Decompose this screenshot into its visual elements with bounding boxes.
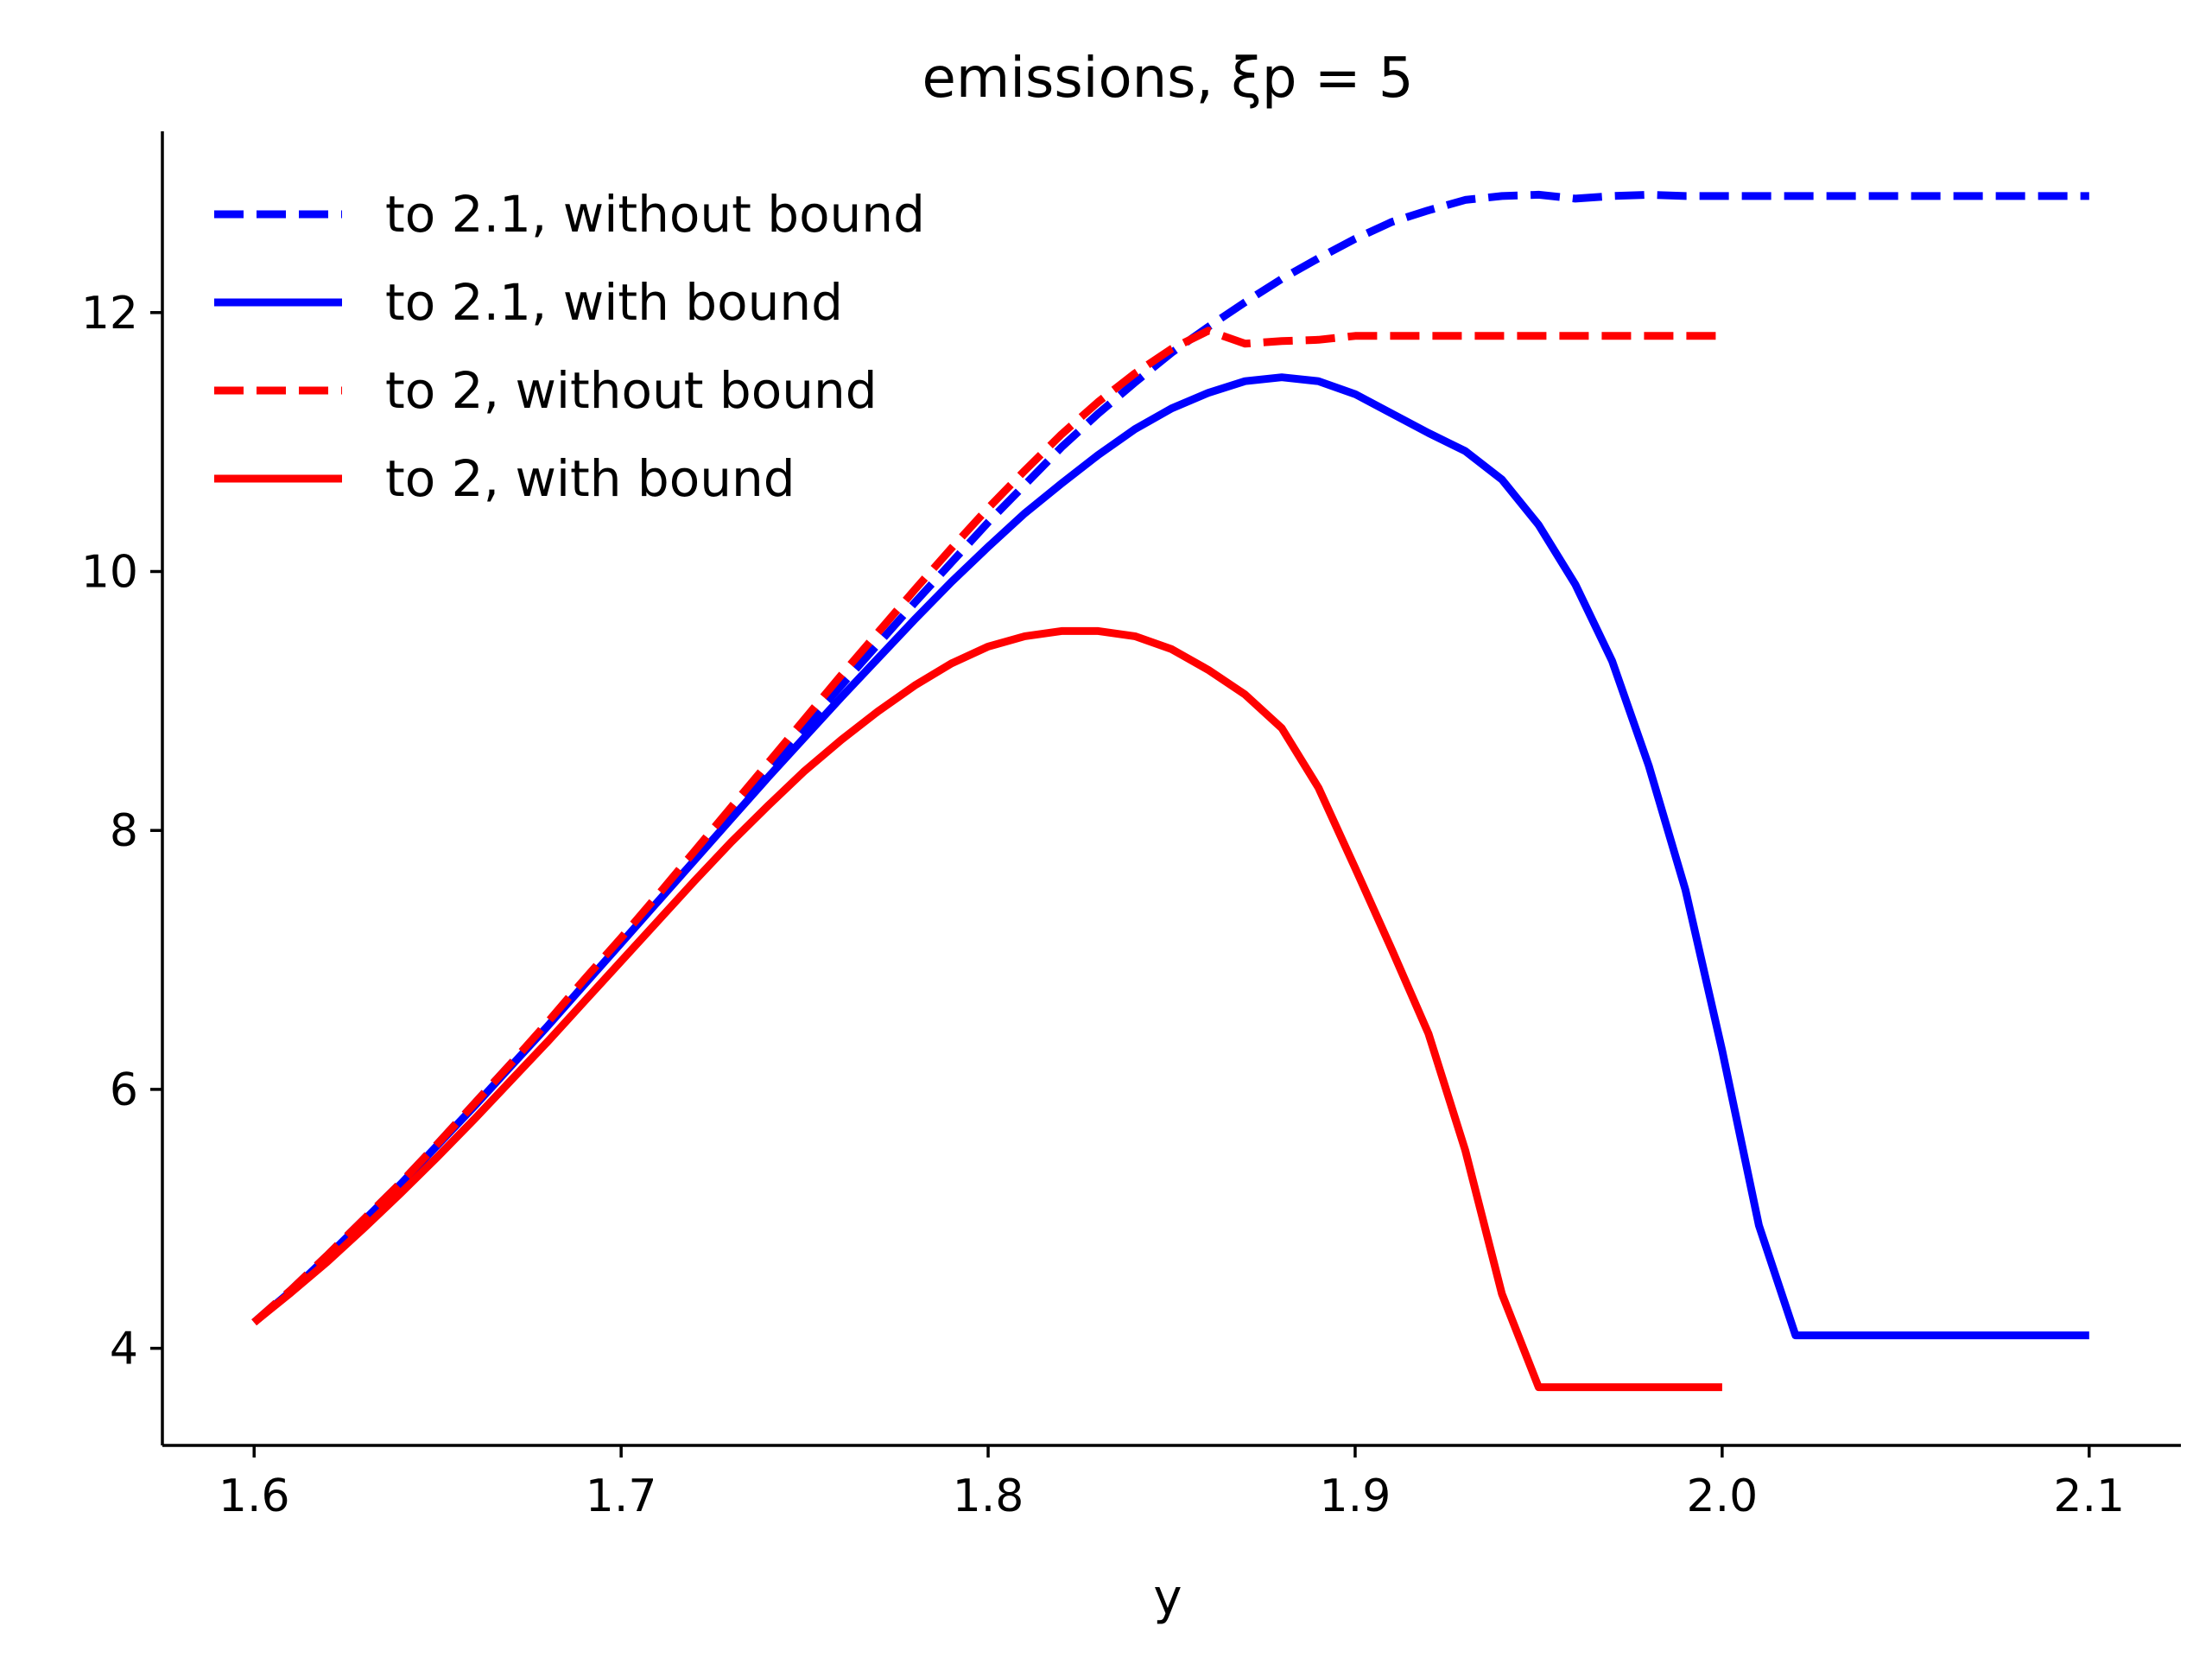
legend-label-4: to 2, with bound	[385, 449, 795, 508]
x-tick-label: 1.7	[586, 1470, 657, 1522]
y-tick-label: 4	[110, 1324, 138, 1375]
y-tick-label: 8	[110, 805, 138, 857]
x-axis-ticks: 1.6 1.7 1.8 1.9 2.0 2.1	[219, 1445, 2125, 1522]
series-line-4	[251, 626, 1722, 1392]
x-tick-label: 1.6	[219, 1470, 290, 1522]
chart-title: emissions, ξp = 5	[922, 47, 1413, 111]
legend-label-2: to 2.1, with bound	[385, 273, 843, 332]
legend-label-3: to 2, without bound	[385, 361, 878, 420]
x-tick-label: 2.1	[2053, 1470, 2125, 1522]
x-tick-label: 2.0	[1687, 1470, 1759, 1522]
y-tick-label: 6	[110, 1064, 138, 1116]
legend-label-1: to 2.1, without bound	[385, 185, 925, 244]
x-tick-label: 1.9	[1320, 1470, 1391, 1522]
axes	[161, 131, 2181, 1447]
y-tick-label: 10	[81, 546, 138, 598]
legend: to 2.1, without bound to 2.1, with bound t…	[214, 185, 925, 508]
series-line-3	[251, 327, 1722, 1325]
plot-lines	[251, 190, 2089, 1392]
series-line-2	[251, 373, 2089, 1340]
y-axis-ticks: 4 6 8 10 12	[81, 288, 162, 1375]
y-tick-label: 12	[81, 288, 138, 340]
x-tick-label: 1.8	[953, 1470, 1024, 1522]
x-axis-label: y	[1153, 1570, 1182, 1626]
